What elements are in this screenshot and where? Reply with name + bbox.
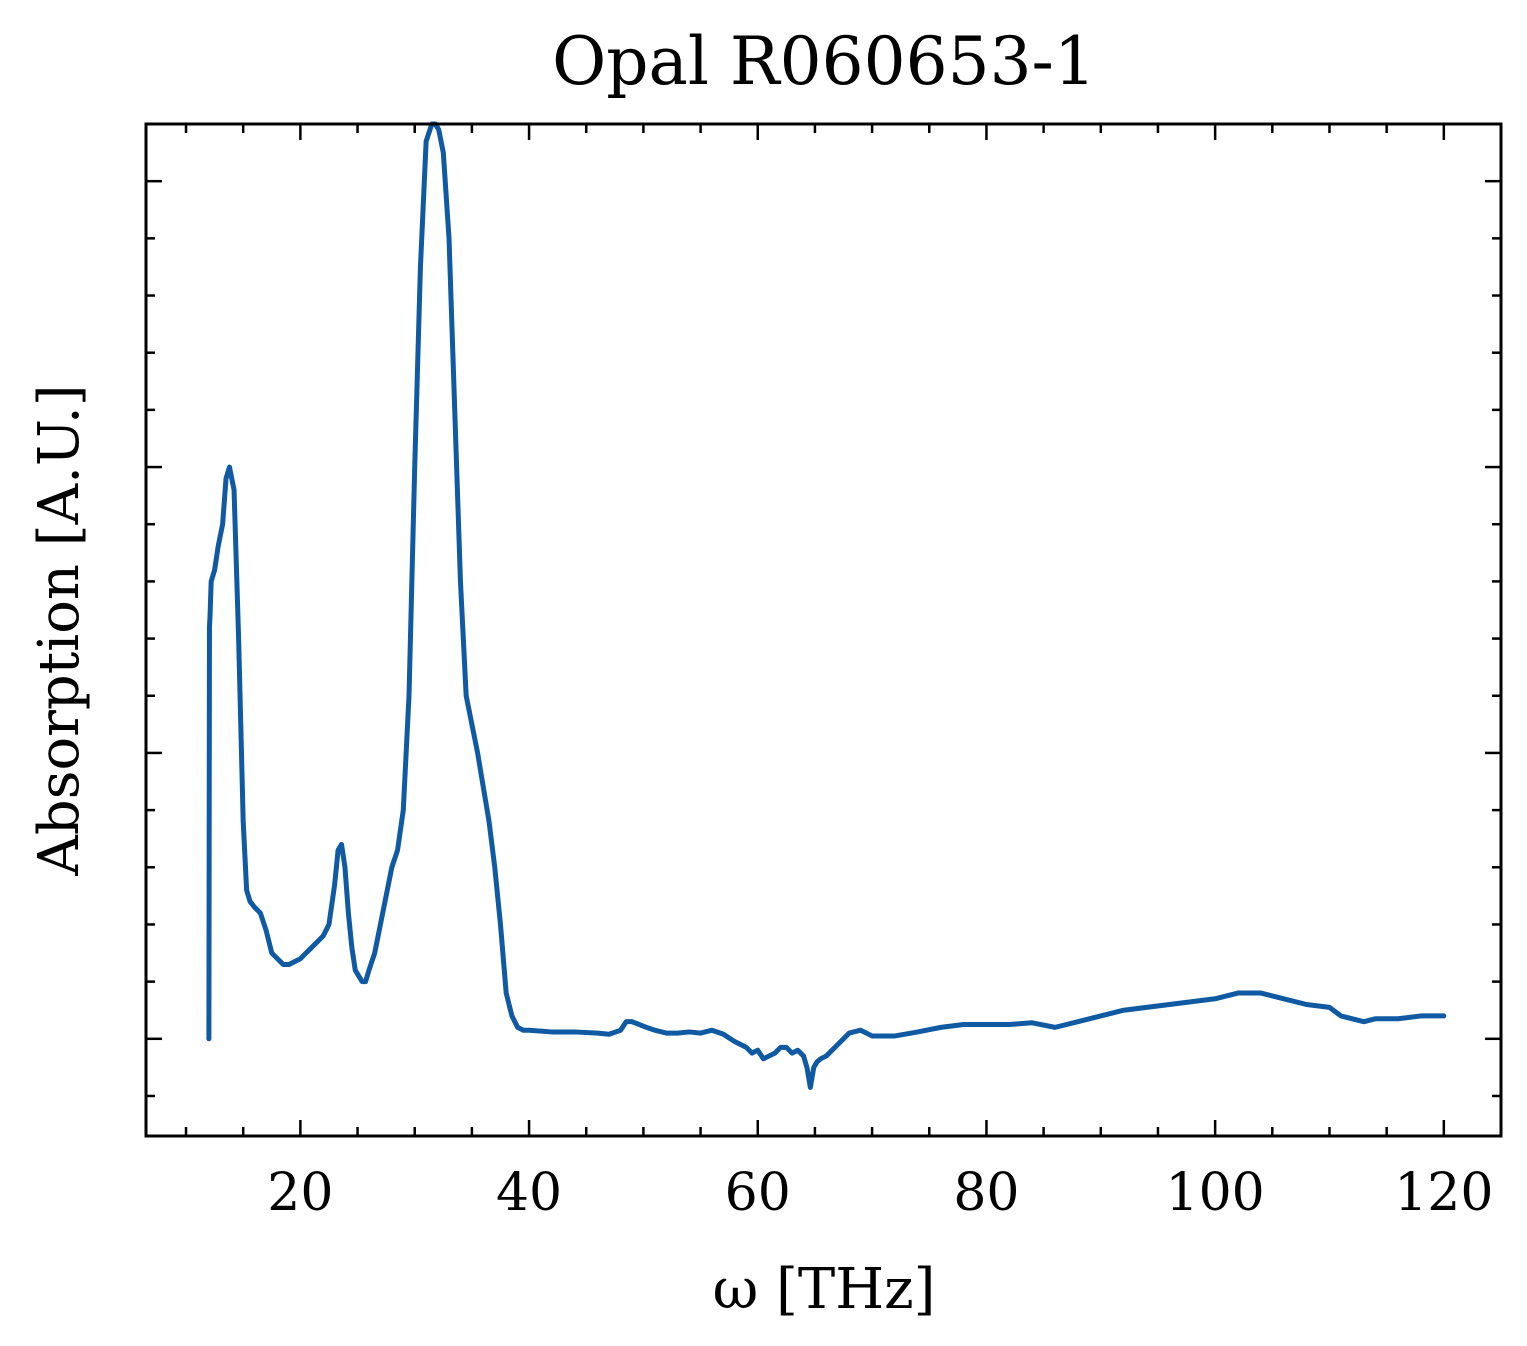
- x-tick-label: 100: [1166, 1163, 1265, 1223]
- x-tick-label: 120: [1394, 1163, 1493, 1223]
- x-tick-label: 40: [496, 1163, 562, 1223]
- plot-frame: [144, 122, 1503, 1138]
- chart-title: Opal R060653-1: [552, 23, 1096, 100]
- x-tick-label: 20: [267, 1163, 333, 1223]
- axis-ticks: 20 40 60 80 100 120: [146, 122, 1503, 1223]
- x-tick-label: 60: [725, 1163, 791, 1223]
- x-tick-label: 80: [953, 1163, 1019, 1223]
- y-axis-label: Absorption [A.U.]: [27, 384, 92, 876]
- plot-area: [206, 121, 1447, 1090]
- x-axis-label: ω [THz]: [713, 1257, 936, 1322]
- series-line-0: [206, 121, 1447, 1090]
